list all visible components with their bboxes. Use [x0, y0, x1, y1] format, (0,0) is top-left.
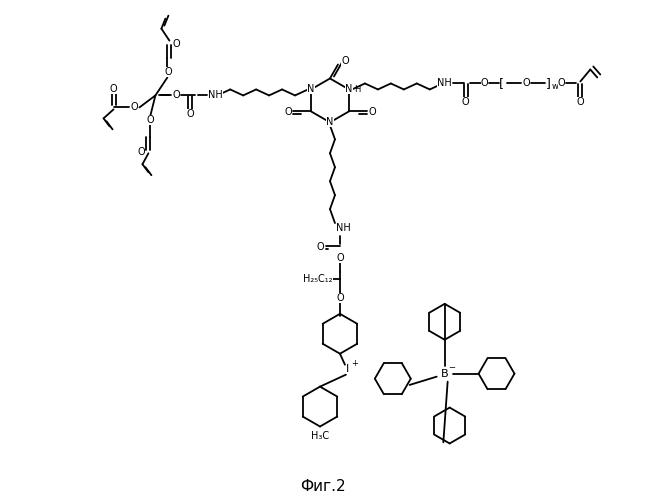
- Text: ]: ]: [546, 77, 551, 90]
- Text: N: N: [307, 84, 315, 94]
- Text: O: O: [368, 108, 376, 118]
- Text: NH: NH: [437, 78, 452, 88]
- Text: O: O: [138, 148, 145, 158]
- Text: O: O: [341, 56, 349, 66]
- Text: N: N: [326, 118, 334, 128]
- Text: O: O: [523, 78, 530, 88]
- Text: N: N: [346, 84, 353, 94]
- Text: O: O: [336, 293, 344, 303]
- Text: O: O: [462, 98, 470, 108]
- Text: H: H: [354, 85, 360, 94]
- Text: O: O: [576, 98, 584, 108]
- Text: O: O: [110, 84, 118, 94]
- Text: O: O: [172, 90, 180, 101]
- Text: [: [: [499, 77, 504, 90]
- Text: B: B: [441, 368, 448, 378]
- Text: O: O: [130, 102, 138, 113]
- Text: O: O: [316, 242, 324, 252]
- Text: I: I: [346, 364, 349, 374]
- Text: O: O: [165, 68, 172, 78]
- Text: O: O: [172, 38, 180, 48]
- Text: O: O: [147, 116, 154, 126]
- Text: +: +: [351, 359, 359, 368]
- Text: O: O: [481, 78, 488, 88]
- Text: H₂₅C₁₂: H₂₅C₁₂: [303, 274, 333, 284]
- Text: H₃C: H₃C: [311, 432, 329, 442]
- Text: O: O: [284, 108, 292, 118]
- Text: O: O: [187, 110, 194, 120]
- Text: −: −: [448, 363, 455, 372]
- Text: O: O: [557, 78, 565, 88]
- Text: O: O: [336, 253, 344, 263]
- Text: NH: NH: [208, 90, 223, 101]
- Text: NH: NH: [335, 223, 350, 233]
- Text: w: w: [552, 82, 559, 91]
- Text: Фиг.2: Фиг.2: [300, 479, 346, 494]
